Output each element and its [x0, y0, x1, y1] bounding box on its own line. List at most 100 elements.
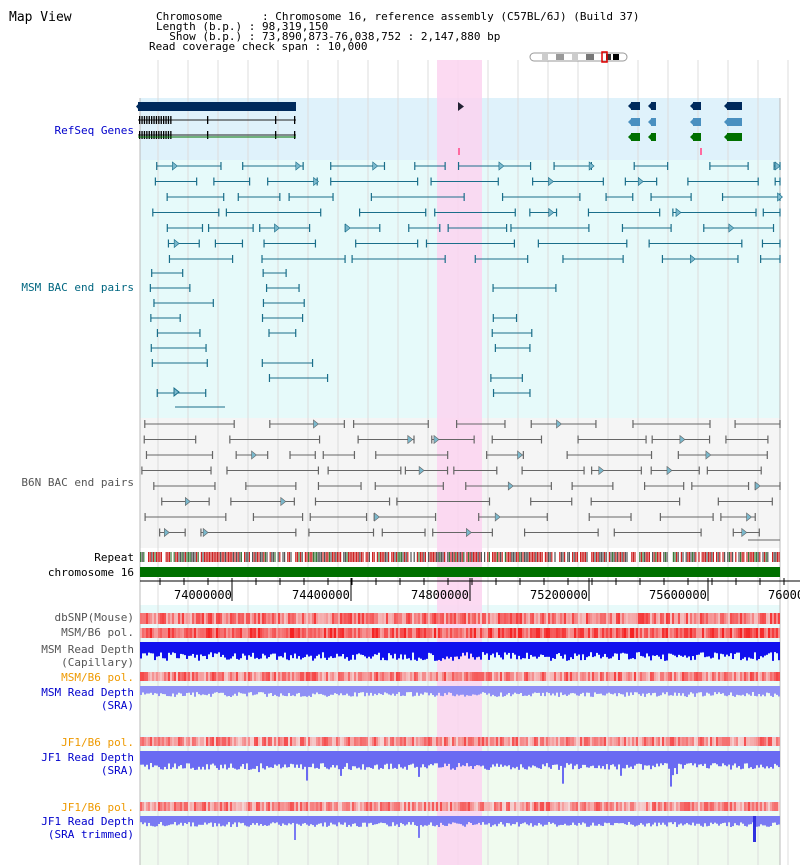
- dbsnp-cell: [630, 613, 632, 624]
- msm-depth-capillary-bar: [342, 642, 344, 655]
- repeat-element: [754, 552, 756, 562]
- jf1-depth-trimmed-bar: [734, 816, 736, 824]
- track-label-msm-depth-capillary[interactable]: MSM Read Depth (Capillary): [41, 643, 134, 669]
- jf1-b6-pol-cell: [756, 737, 758, 746]
- msm-b6-pol-sra-cell: [628, 672, 630, 681]
- repeat-element: [708, 552, 710, 562]
- msm-b6-pol-sra-cell: [518, 672, 520, 681]
- jf1-depth-trimmed-bar: [212, 816, 214, 827]
- repeat-element: [544, 552, 546, 562]
- msm-depth-capillary-bar: [466, 642, 468, 653]
- dbsnp-cell: [724, 613, 726, 624]
- msm-depth-capillary-bar: [532, 642, 534, 657]
- msm-depth-capillary-bar: [528, 642, 530, 659]
- msm-b6-pol-sra-cell: [630, 672, 632, 681]
- jf1-b6-pol-2-cell: [280, 802, 282, 811]
- msm-b6-pol-cell: [388, 628, 390, 638]
- jf1-depth-trimmed-bar: [650, 816, 652, 827]
- jf1-depth-trimmed-bar: [536, 816, 538, 826]
- track-label-msm-bac[interactable]: MSM BAC end pairs: [21, 281, 134, 294]
- jf1-depth-sra-bar: [410, 751, 412, 765]
- msm-b6-pol-cell: [576, 628, 578, 638]
- jf1-depth-trimmed-bar: [766, 816, 768, 827]
- jf1-depth-sra-bar: [566, 751, 568, 764]
- msm-depth-capillary-bar: [196, 642, 198, 655]
- jf1-b6-pol-cell: [300, 737, 302, 746]
- msm-b6-pol-cell: [478, 628, 480, 638]
- jf1-b6-pol-cell: [628, 737, 630, 746]
- jf1-depth-sra-bar: [320, 751, 322, 764]
- repeat-element: [463, 552, 465, 562]
- jf1-depth-sra-bar: [170, 751, 172, 770]
- jf1-b6-pol-2-cell: [312, 802, 314, 811]
- msm-depth-capillary-bar: [658, 642, 660, 657]
- msm-depth-capillary-bar: [626, 642, 628, 654]
- jf1-depth-sra-bar: [444, 751, 446, 764]
- msm-b6-pol-sra-cell: [332, 672, 334, 681]
- msm-b6-pol-sra-cell: [700, 672, 702, 681]
- track-label-msm-depth-sra[interactable]: MSM Read Depth (SRA): [41, 686, 134, 712]
- repeat-element: [751, 552, 753, 562]
- msm-b6-pol-sra-cell: [302, 672, 304, 681]
- track-label-jf1-depth-trimmed[interactable]: JF1 Read Depth (SRA trimmed): [41, 815, 134, 841]
- msm-depth-capillary-bar: [624, 642, 626, 654]
- msm-b6-pol-sra-cell: [576, 672, 578, 681]
- jf1-b6-pol-2-cell: [476, 802, 478, 811]
- repeat-element: [423, 552, 425, 562]
- msm-depth-sra-bar: [644, 686, 646, 697]
- jf1-b6-pol-2-cell: [676, 802, 678, 811]
- jf1-b6-pol-cell: [294, 737, 296, 746]
- jf1-depth-sra-bar: [214, 751, 216, 766]
- msm-depth-sra-bar: [554, 686, 556, 696]
- track-label-dbsnp[interactable]: dbSNP(Mouse): [54, 611, 134, 624]
- jf1-depth-trimmed-bar: [392, 816, 394, 823]
- msm-b6-pol-sra-cell: [226, 672, 228, 681]
- jf1-depth-sra-bar: [510, 751, 512, 770]
- repeat-element: [221, 552, 223, 562]
- track-label-jf1-b6-pol-2[interactable]: JF1/B6 pol.: [61, 801, 134, 814]
- dbsnp-cell: [232, 613, 234, 624]
- msm-depth-sra-bar: [472, 686, 474, 695]
- jf1-b6-pol-cell: [738, 737, 740, 746]
- repeat-element: [741, 552, 743, 562]
- track-label-b6n-bac[interactable]: B6N BAC end pairs: [21, 476, 134, 489]
- jf1-depth-sra-bar: [650, 751, 652, 770]
- jf1-b6-pol-2-cell: [538, 802, 540, 811]
- track-label-msm-b6-pol[interactable]: MSM/B6 pol.: [61, 626, 134, 639]
- track-label-jf1-depth-sra[interactable]: JF1 Read Depth (SRA): [41, 751, 134, 777]
- jf1-depth-trimmed-bar: [664, 816, 666, 825]
- track-label-refseq[interactable]: RefSeq Genes: [54, 124, 134, 137]
- repeat-element: [378, 552, 380, 562]
- dbsnp-cell: [672, 613, 674, 624]
- msm-b6-pol-cell: [722, 628, 724, 638]
- msm-depth-capillary-bar: [536, 642, 538, 659]
- jf1-depth-sra-bar: [742, 751, 744, 769]
- jf1-b6-pol-cell: [656, 737, 658, 746]
- msm-depth-capillary-bar: [660, 642, 662, 660]
- jf1-depth-sra-bar: [226, 751, 228, 770]
- jf1-depth-trimmed-bar: [296, 816, 298, 824]
- dbsnp-cell: [710, 613, 712, 624]
- jf1-b6-pol-cell: [710, 737, 712, 746]
- repeat-element: [255, 552, 257, 562]
- jf1-b6-pol-2-cell: [766, 802, 768, 811]
- repeat-element: [642, 552, 644, 562]
- track-label-msm-b6-pol-sra[interactable]: MSM/B6 pol.: [61, 671, 134, 684]
- repeat-element: [501, 552, 503, 562]
- dbsnp-cell: [162, 613, 164, 624]
- dbsnp-cell: [738, 613, 740, 624]
- jf1-depth-trimmed-bar: [606, 816, 608, 824]
- track-label-jf1-b6-pol[interactable]: JF1/B6 pol.: [61, 736, 134, 749]
- jf1-b6-pol-cell: [286, 737, 288, 746]
- repeat-element: [624, 552, 626, 562]
- repeat-element: [301, 552, 303, 562]
- jf1-depth-sra-bar: [480, 751, 482, 767]
- msm-b6-pol-sra-cell: [326, 672, 328, 681]
- msm-depth-capillary-bar: [284, 642, 286, 653]
- chromosome-ideogram-icon[interactable]: [529, 51, 628, 63]
- repeat-element: [282, 552, 284, 562]
- jf1-b6-pol-2-cell: [340, 802, 342, 811]
- dbsnp-cell: [338, 613, 340, 624]
- msm-b6-pol-sra-cell: [436, 672, 438, 681]
